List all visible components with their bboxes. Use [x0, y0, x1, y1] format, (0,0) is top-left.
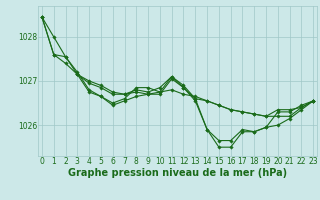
X-axis label: Graphe pression niveau de la mer (hPa): Graphe pression niveau de la mer (hPa): [68, 168, 287, 178]
